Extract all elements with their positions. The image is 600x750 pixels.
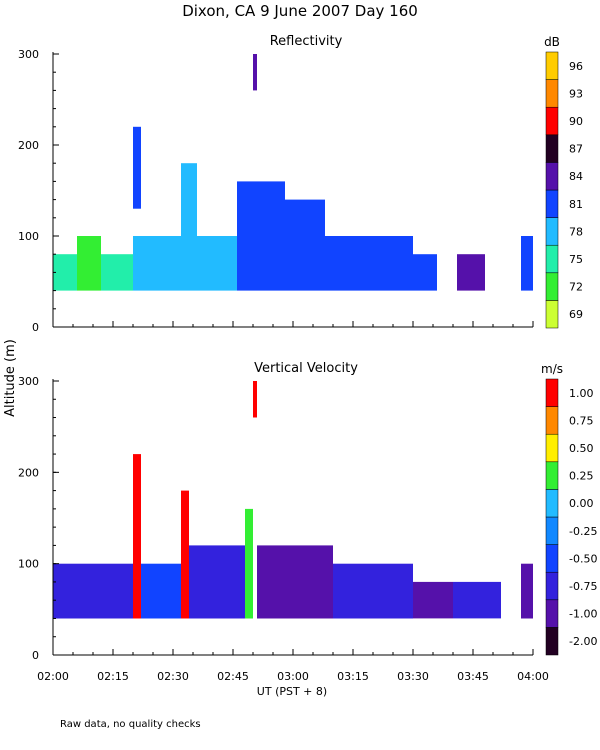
panel-title: Vertical Velocity: [254, 361, 358, 376]
colorbar-label: 0.50: [569, 442, 594, 455]
data-cell-11: [365, 236, 413, 291]
footer-note: Raw data, no quality checks: [60, 719, 201, 730]
colorbar-swatch: [545, 516, 559, 545]
data-cell-2: [141, 563, 181, 619]
colorbar-swatch: [545, 406, 559, 435]
y-tick-label: 300: [18, 375, 39, 388]
colorbar-swatch: [545, 571, 559, 601]
y-axis-label: Altitude (m): [3, 339, 18, 417]
y-tick-label: 200: [18, 466, 39, 479]
chart-panel-1: 0 100 200 300 Reflectivity 69 72 75 78 81 84 87 90 93…: [18, 34, 583, 334]
colorbar-label: 0.25: [569, 470, 594, 483]
colorbar-swatch: [545, 433, 559, 463]
data-cell-7: [257, 545, 333, 619]
colorbar-label: 0.00: [569, 497, 594, 510]
data-cell-4: [189, 545, 245, 619]
chart-panel-2: 0 100 200 300 02:00 02:15 02:30 02:45 03:00 03:15…: [18, 361, 597, 683]
colorbar-label: 90: [569, 115, 583, 128]
x-tick-label: 04:00: [517, 670, 549, 683]
data-cell-10: [453, 581, 501, 619]
x-tick-label: 03:15: [337, 670, 369, 683]
x-tick-label: 03:30: [397, 670, 429, 683]
colorbar-swatch: [545, 189, 559, 218]
data-cell-13: [457, 254, 485, 291]
colorbar-swatch: [545, 106, 559, 136]
y-tick-label: 300: [18, 48, 39, 61]
colorbar-label: 1.00: [569, 387, 594, 400]
data-cell-2: [101, 254, 133, 291]
colorbar-swatch: [545, 217, 559, 246]
colorbar-swatch: [545, 461, 559, 490]
x-tick-label: 03:45: [457, 670, 489, 683]
colorbar-swatch: [545, 244, 559, 274]
colorbar-swatch: [545, 300, 559, 329]
colorbar-units: dB: [544, 35, 560, 49]
colorbar-swatch: [545, 489, 559, 518]
colorbar-swatch: [545, 272, 559, 301]
data-cell-6: [197, 236, 237, 291]
colorbar-label: 87: [569, 143, 583, 156]
x-tick-label: 02:30: [157, 670, 189, 683]
data-cell-12: [413, 254, 437, 291]
data-cell-6: [253, 381, 257, 418]
data-cell-7: [237, 181, 285, 291]
colorbar-swatch: [545, 378, 559, 407]
colorbar-label: -0.75: [569, 580, 597, 593]
y-tick-label: 100: [18, 558, 39, 571]
data-cell-3: [133, 236, 181, 291]
colorbar-label: 69: [569, 308, 583, 321]
data-cell-5: [245, 508, 253, 619]
colorbar-swatch: [545, 134, 559, 163]
data-cell-4: [133, 126, 141, 209]
x-tick-label: 02:15: [97, 670, 129, 683]
colorbar-swatch: [545, 627, 559, 656]
data-cell-9: [413, 581, 453, 619]
colorbar-label: -0.25: [569, 525, 597, 538]
x-tick-label: 02:45: [217, 670, 249, 683]
colorbar-label: 72: [569, 281, 583, 294]
colorbar-label: 96: [569, 60, 583, 73]
colorbar-label: 93: [569, 87, 583, 100]
data-cell-1: [133, 454, 141, 619]
colorbar-swatch: [545, 51, 559, 80]
data-cell-14: [521, 236, 533, 291]
data-cell-1: [77, 236, 101, 291]
y-tick-label: 0: [32, 649, 39, 662]
x-tick-label: 03:00: [277, 670, 309, 683]
colorbar-label: 84: [569, 170, 583, 183]
colorbar-swatch: [545, 599, 559, 628]
y-tick-label: 100: [18, 230, 39, 243]
colorbar-swatch: [545, 544, 559, 573]
colorbar-label: -1.00: [569, 608, 597, 621]
data-cell-0: [53, 254, 77, 291]
data-cell-3: [181, 490, 189, 619]
data-cell-0: [53, 563, 133, 619]
data-cell-11: [521, 563, 533, 619]
figure-title: Dixon, CA 9 June 2007 Day 160: [182, 2, 418, 20]
x-axis-label: UT (PST + 8): [257, 685, 327, 698]
colorbar-label: -0.50: [569, 552, 597, 565]
data-cell-9: [285, 199, 325, 291]
colorbar-label: -2.00: [569, 635, 597, 648]
y-tick-label: 0: [32, 321, 39, 334]
x-tick-label: 02:00: [37, 670, 69, 683]
panel-title: Reflectivity: [270, 34, 343, 49]
y-tick-label: 200: [18, 139, 39, 152]
colorbar-label: 78: [569, 225, 583, 238]
colorbar-label: 81: [569, 198, 583, 211]
colorbar-swatch: [545, 79, 559, 108]
data-cell-8: [333, 563, 413, 619]
data-cell-5: [181, 163, 197, 291]
colorbar-units: m/s: [541, 362, 563, 376]
colorbar-label: 75: [569, 253, 583, 266]
colorbar-swatch: [545, 162, 559, 191]
data-cell-10: [325, 236, 365, 291]
data-cell-8: [253, 54, 257, 91]
colorbar-label: 0.75: [569, 414, 594, 427]
